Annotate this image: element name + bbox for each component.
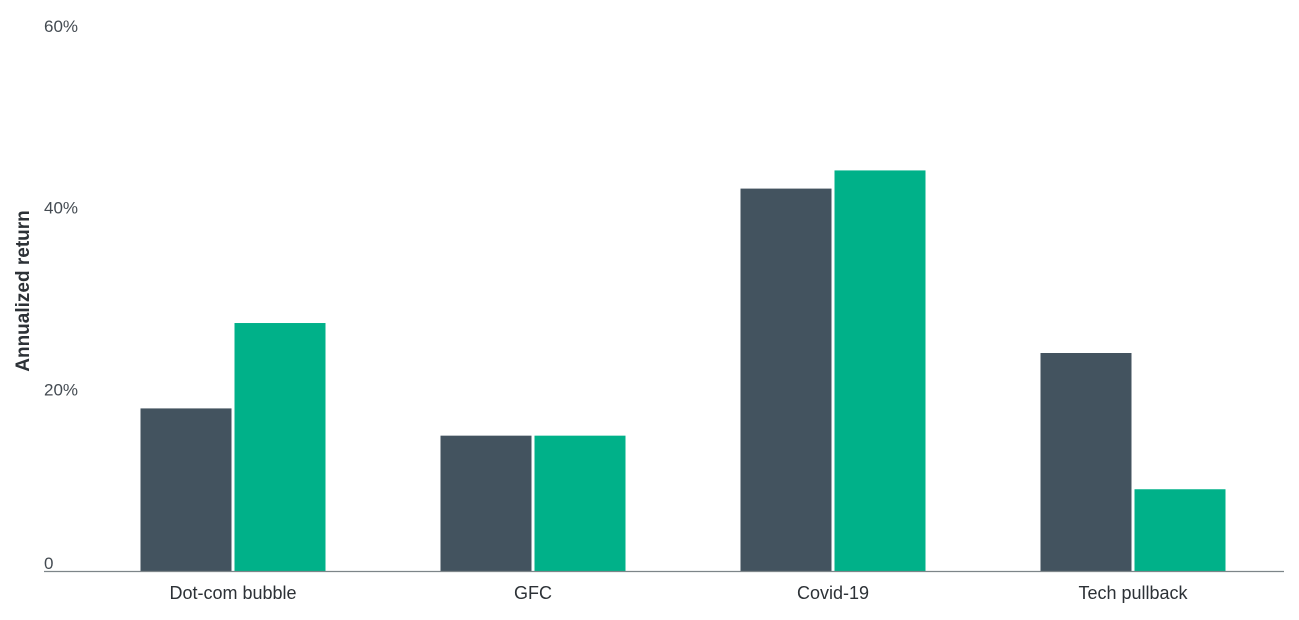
bar-gfc-series-2	[534, 435, 626, 571]
y-tick-label: 20%	[44, 380, 78, 399]
bar-dot-com-bubble-series-2	[234, 323, 326, 571]
bar-covid-19-series-1	[740, 188, 832, 571]
y-tick-labels: 0 20% 40% 60%	[44, 17, 78, 573]
y-tick-label: 60%	[44, 17, 78, 36]
y-tick-label: 0	[44, 554, 53, 573]
bar-covid-19-series-2	[834, 170, 926, 572]
category-label: Dot-com bubble	[169, 583, 296, 603]
y-tick-label: 40%	[44, 199, 78, 218]
category-labels: Dot-com bubble GFC Covid-19 Tech pullback	[169, 583, 1188, 603]
bar-tech-pullback-series-1	[1040, 353, 1132, 571]
bar-gfc-series-1	[440, 435, 532, 571]
category-label: Covid-19	[797, 583, 869, 603]
category-label: Tech pullback	[1078, 583, 1188, 603]
bar-tech-pullback-series-2	[1134, 489, 1226, 571]
bar-dot-com-bubble-series-1	[140, 408, 232, 571]
category-label: GFC	[514, 583, 552, 603]
y-axis-title: Annualized return	[13, 210, 34, 372]
bars	[140, 170, 1226, 572]
